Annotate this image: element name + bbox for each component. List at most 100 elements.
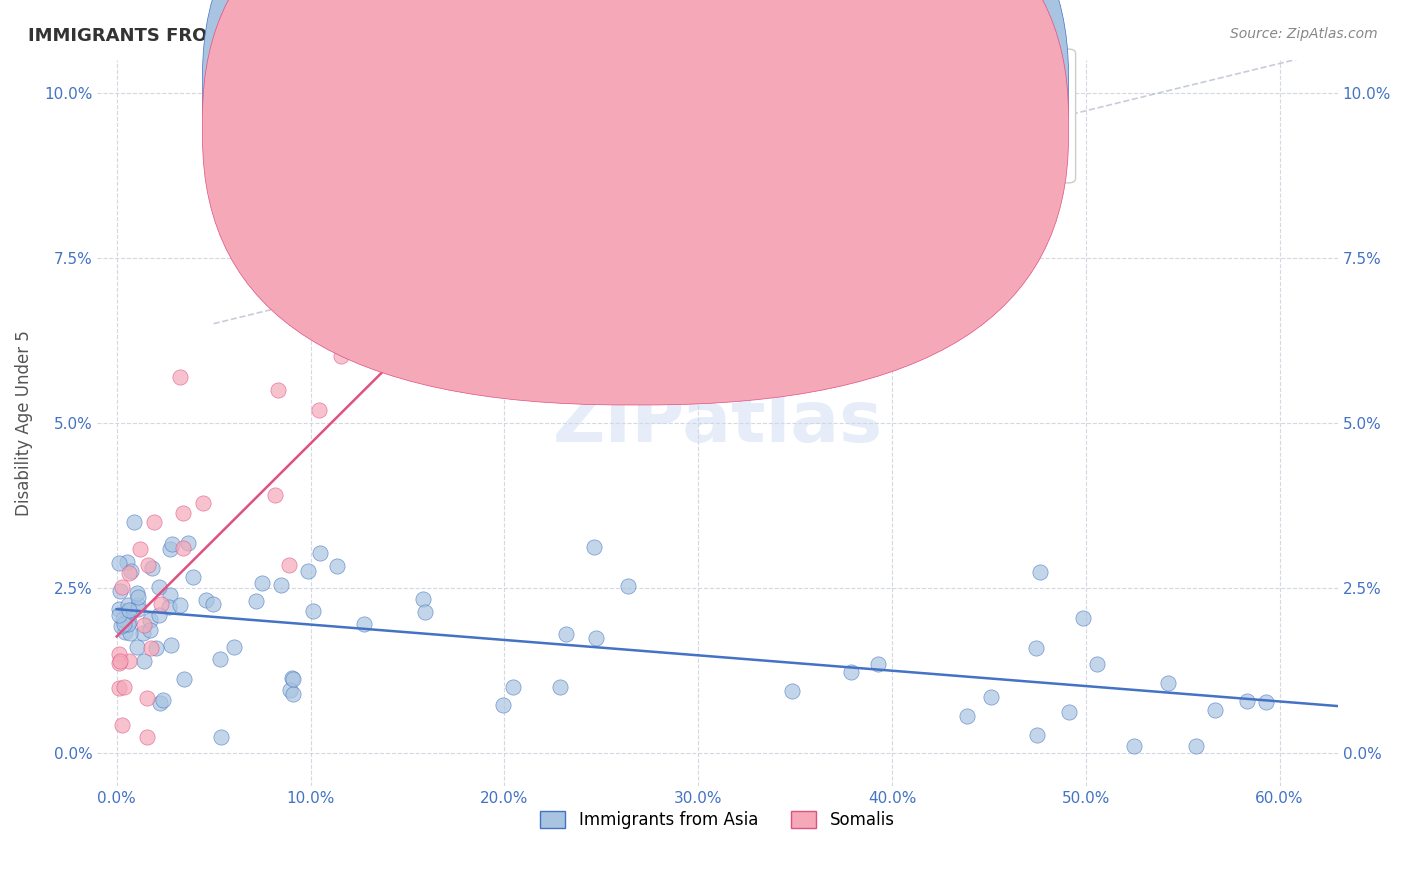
- Point: [1254, 695, 1277, 709]
- Point: [139, 641, 162, 656]
- Point: [353, 617, 375, 632]
- Point: [281, 673, 304, 687]
- Point: [297, 564, 319, 578]
- Point: [1085, 657, 1108, 671]
- Point: [475, 210, 498, 224]
- Point: [308, 403, 330, 417]
- Point: [132, 654, 155, 668]
- Point: [309, 545, 332, 559]
- Point: [127, 591, 149, 605]
- Text: R =: R =: [654, 116, 690, 134]
- Point: [301, 603, 323, 617]
- Text: IMMIGRANTS FROM ASIA VS SOMALI DISABILITY AGE UNDER 5 CORRELATION CHART: IMMIGRANTS FROM ASIA VS SOMALI DISABILIT…: [28, 27, 879, 45]
- Text: 33: 33: [914, 116, 938, 134]
- Point: [492, 698, 515, 713]
- Point: [122, 515, 145, 529]
- Point: [250, 576, 273, 591]
- Point: [191, 496, 214, 510]
- Point: [118, 566, 141, 580]
- Point: [956, 709, 979, 723]
- Point: [149, 598, 172, 612]
- Y-axis label: Disability Age Under 5: Disability Age Under 5: [15, 330, 32, 516]
- Point: [152, 693, 174, 707]
- Point: [148, 581, 170, 595]
- Text: 84: 84: [914, 76, 936, 94]
- Point: [329, 349, 352, 363]
- Point: [143, 515, 166, 529]
- Point: [111, 718, 134, 732]
- Point: [127, 602, 149, 616]
- Point: [145, 640, 167, 655]
- Point: [114, 625, 136, 640]
- Text: ZIPatlas: ZIPatlas: [553, 388, 883, 458]
- Point: [617, 579, 640, 593]
- Point: [582, 540, 605, 554]
- Point: [117, 603, 139, 617]
- Point: [172, 506, 194, 520]
- Point: [160, 638, 183, 652]
- Point: [267, 383, 290, 397]
- Point: [125, 586, 148, 600]
- Point: [1236, 694, 1258, 708]
- Point: [138, 614, 160, 628]
- Point: [159, 542, 181, 557]
- Point: [157, 600, 180, 615]
- Text: R =: R =: [654, 76, 690, 94]
- Point: [326, 558, 349, 573]
- Point: [118, 654, 141, 668]
- Point: [127, 598, 149, 612]
- Point: [107, 656, 129, 670]
- Point: [149, 696, 172, 710]
- Point: [868, 657, 890, 671]
- Text: N =: N =: [858, 76, 894, 94]
- Point: [160, 537, 183, 551]
- Text: N =: N =: [858, 116, 894, 134]
- Point: [1025, 728, 1047, 742]
- Point: [108, 556, 131, 570]
- Point: [628, 185, 651, 199]
- Point: [201, 597, 224, 611]
- Point: [1204, 703, 1226, 717]
- Point: [118, 626, 141, 640]
- Point: [1185, 739, 1208, 754]
- Point: [415, 605, 437, 619]
- Point: [135, 730, 157, 744]
- Text: -0.400: -0.400: [717, 76, 776, 94]
- Point: [209, 731, 232, 745]
- Point: [1057, 705, 1080, 719]
- Point: [107, 681, 129, 695]
- Point: [502, 680, 524, 694]
- Point: [245, 593, 267, 607]
- Point: [172, 541, 194, 555]
- Point: [117, 598, 139, 612]
- Point: [139, 623, 162, 637]
- Point: [208, 652, 231, 666]
- Point: [980, 690, 1002, 704]
- Point: [572, 266, 595, 280]
- Point: [503, 211, 526, 226]
- Point: [195, 593, 218, 607]
- Point: [471, 279, 494, 293]
- Point: [136, 690, 159, 705]
- Point: [108, 647, 131, 661]
- Point: [115, 555, 138, 569]
- Point: [128, 541, 150, 556]
- Point: [1122, 739, 1144, 754]
- Point: [430, 333, 453, 347]
- Point: [1156, 676, 1178, 690]
- Point: [181, 569, 204, 583]
- Point: [117, 616, 139, 631]
- Point: [278, 558, 301, 573]
- Point: [115, 605, 138, 619]
- Point: [107, 608, 129, 623]
- Point: [169, 369, 191, 384]
- Point: [412, 591, 434, 606]
- Point: [138, 558, 160, 572]
- Point: [111, 612, 134, 626]
- Point: [148, 607, 170, 622]
- Point: [270, 578, 292, 592]
- Point: [132, 626, 155, 640]
- Point: [520, 112, 543, 126]
- Point: [111, 580, 134, 594]
- Point: [222, 640, 245, 655]
